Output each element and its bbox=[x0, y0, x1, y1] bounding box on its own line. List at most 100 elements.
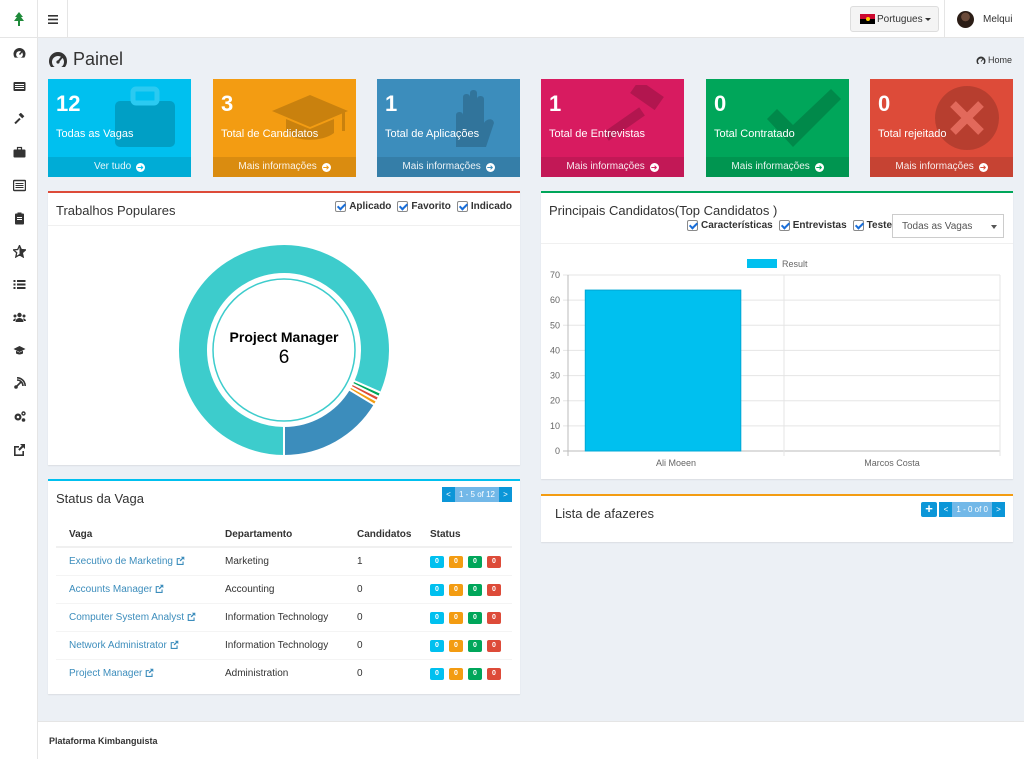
external-link-icon[interactable] bbox=[0, 433, 38, 466]
dashboard-icon bbox=[13, 48, 25, 58]
column-header-vaga: Vaga bbox=[56, 522, 212, 548]
status-badge: 0 bbox=[449, 583, 463, 596]
arrow-circle-right-icon: ➜ bbox=[485, 163, 495, 172]
department-cell: Accounting bbox=[212, 574, 344, 603]
user-menu[interactable]: Melqui bbox=[944, 0, 1024, 38]
donut-slice-1 bbox=[177, 243, 391, 458]
pager-prev-button[interactable]: < bbox=[939, 502, 953, 517]
y-tick-label: 10 bbox=[550, 421, 560, 431]
department-cell: Information Technology bbox=[212, 602, 344, 631]
list-icon[interactable] bbox=[0, 268, 38, 301]
table-row: Accounts Manager Accounting 0 0 0 0 0 bbox=[56, 574, 512, 603]
y-tick-label: 40 bbox=[550, 345, 560, 355]
stat-more-info-link[interactable]: Ver tudo ➜ bbox=[48, 157, 191, 177]
department-cell: Administration bbox=[212, 658, 344, 687]
top-candidates-panel: Principais Candidatos(Top Candidatos ) C… bbox=[541, 191, 1013, 479]
breadcrumb-home[interactable]: Home bbox=[987, 55, 1012, 65]
hamburger-menu-icon[interactable] bbox=[38, 0, 68, 38]
status-badge: 0 bbox=[430, 639, 444, 652]
x-tick-label: Marcos Costa bbox=[864, 458, 920, 468]
stat-box-6: 0 Total rejeitado Mais informações ➜ bbox=[870, 79, 1013, 177]
stat-more-info-link[interactable]: Mais informações ➜ bbox=[213, 157, 356, 177]
dashboard-icon[interactable] bbox=[0, 37, 38, 70]
stat-more-info-link[interactable]: Mais informações ➜ bbox=[870, 157, 1013, 177]
stat-more-info-link[interactable]: Mais informações ➜ bbox=[706, 157, 849, 177]
external-link-icon bbox=[13, 444, 25, 456]
job-link[interactable]: Accounts Manager bbox=[69, 584, 164, 595]
status-badge: 0 bbox=[430, 583, 444, 596]
popular-jobs-title: Trabalhos Populares bbox=[56, 203, 176, 218]
stat-link-text: Mais informações bbox=[402, 161, 481, 172]
filter-caracteristicas-checkbox[interactable]: Características bbox=[687, 220, 773, 231]
newspaper-icon[interactable] bbox=[0, 169, 38, 202]
filter-indicado-checkbox[interactable]: Indicado bbox=[456, 201, 512, 212]
star-icon[interactable] bbox=[0, 235, 38, 268]
donut-center-value: 6 bbox=[278, 347, 290, 368]
arrow-circle-right-icon: ➜ bbox=[814, 163, 824, 172]
stat-label: Total Contratado bbox=[714, 128, 795, 140]
job-link[interactable]: Executivo de Marketing bbox=[69, 556, 185, 567]
department-cell: Information Technology bbox=[212, 630, 344, 659]
stat-link-text: Ver tudo bbox=[93, 161, 132, 172]
popular-jobs-filters: Aplicado Favorito Indicado bbox=[329, 201, 512, 212]
pager-prev-button[interactable]: < bbox=[441, 487, 455, 502]
external-link-icon bbox=[187, 612, 196, 621]
stat-value: 0 bbox=[878, 91, 891, 116]
stat-link-text: Mais informações bbox=[238, 161, 317, 172]
cogs-icon[interactable] bbox=[0, 400, 38, 433]
breadcrumb[interactable]: Home bbox=[976, 55, 1012, 65]
status-badge: 0 bbox=[487, 611, 501, 624]
dashboard-icon bbox=[48, 51, 68, 68]
logo-tree-icon[interactable] bbox=[0, 0, 37, 38]
job-link[interactable]: Computer System Analyst bbox=[69, 612, 196, 623]
pager-next-button[interactable]: > bbox=[499, 487, 512, 502]
users-icon[interactable] bbox=[0, 301, 38, 334]
graduation-cap-icon[interactable] bbox=[0, 334, 38, 367]
stat-more-info-link[interactable]: Mais informações ➜ bbox=[541, 157, 684, 177]
y-tick-label: 70 bbox=[550, 270, 560, 280]
briefcase-icon[interactable] bbox=[0, 136, 38, 169]
filter-testes-checkbox[interactable]: Testes bbox=[852, 220, 898, 231]
stat-more-info-link[interactable]: Mais informações ➜ bbox=[377, 157, 520, 177]
status-badge: 0 bbox=[430, 555, 444, 568]
pager-range: 1 - 0 of 0 bbox=[952, 502, 992, 517]
pager-next-button[interactable]: > bbox=[992, 502, 1005, 517]
job-status-panel: Status da Vaga < 1 - 5 of 12 > Vaga Depa… bbox=[48, 479, 520, 694]
language-dropdown-button[interactable]: Portugues bbox=[850, 6, 939, 32]
todo-title: Lista de afazeres bbox=[555, 506, 655, 521]
dashboard-icon bbox=[976, 56, 986, 64]
filter-aplicado-checkbox[interactable]: Aplicado bbox=[335, 201, 391, 212]
stat-label: Total rejeitado bbox=[878, 128, 947, 140]
y-tick-label: 50 bbox=[550, 320, 560, 330]
todo-pager: < 1 - 0 of 0 > bbox=[939, 502, 1005, 517]
top-navbar: Portugues Melqui bbox=[38, 0, 1024, 38]
list-card-icon[interactable] bbox=[0, 70, 38, 103]
add-todo-button[interactable]: + bbox=[921, 502, 937, 517]
hand-icon bbox=[456, 90, 494, 147]
times-circle-icon bbox=[935, 86, 999, 150]
status-badge: 0 bbox=[487, 555, 501, 568]
y-tick-label: 30 bbox=[550, 371, 560, 381]
status-badge: 0 bbox=[487, 667, 501, 680]
todo-panel: Lista de afazeres + < 1 - 0 of 0 > bbox=[541, 494, 1013, 542]
newspaper-icon bbox=[12, 179, 26, 192]
status-badge: 0 bbox=[449, 667, 463, 680]
job-status-title: Status da Vaga bbox=[56, 491, 144, 506]
filter-entrevistas-checkbox[interactable]: Entrevistas bbox=[778, 220, 847, 231]
job-link[interactable]: Network Administrator bbox=[69, 640, 179, 651]
jobs-select[interactable]: Todas as Vagas bbox=[892, 214, 1004, 238]
stat-box-4: 1 Total de Entrevistas Mais informações ➜ bbox=[541, 79, 684, 177]
graduation-cap-icon bbox=[13, 346, 25, 355]
stat-box-2: 3 Total de Candidatos Mais informações ➜ bbox=[213, 79, 356, 177]
signal-icon[interactable] bbox=[0, 367, 38, 400]
gavel-icon[interactable] bbox=[0, 103, 38, 136]
clipboard-icon[interactable] bbox=[0, 202, 38, 235]
stat-value: 1 bbox=[385, 91, 398, 116]
filter-favorito-checkbox[interactable]: Favorito bbox=[397, 201, 451, 212]
job-link[interactable]: Project Manager bbox=[69, 668, 154, 679]
table-row: Network Administrator Information Technol… bbox=[56, 630, 512, 659]
y-tick-label: 60 bbox=[550, 295, 560, 305]
stat-box-5: 0 Total Contratado Mais informações ➜ bbox=[706, 79, 849, 177]
